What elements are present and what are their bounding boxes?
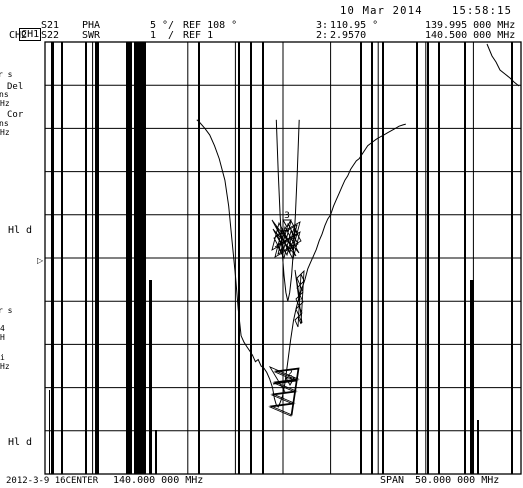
trace-layer: [196, 119, 406, 417]
marker2-label: 2:: [316, 30, 329, 41]
trace-tail: [486, 43, 520, 87]
left-annot-top-5: ns: [0, 119, 9, 128]
trace-burst: [149, 280, 152, 474]
time-display: 15:58:15: [452, 5, 513, 17]
channel2-format: SWR: [82, 30, 101, 41]
trace-burst: [126, 42, 132, 474]
left-annot-mid-0: r s: [0, 306, 13, 315]
channel1-header: CH1: [7, 20, 42, 41]
trace-burst: [371, 42, 373, 474]
footer-stimulus-prefix: 2012-3-9 16CENTER: [6, 476, 99, 486]
channel1-label[interactable]: CH1: [19, 28, 42, 41]
trace-burst: [49, 390, 50, 474]
span-label: SPAN: [380, 475, 405, 486]
trace-line-series-1: [196, 119, 406, 408]
trace-burst: [198, 42, 200, 474]
date-display: 10 Mar 2014: [340, 5, 423, 17]
trace-markers: 32: [282, 211, 295, 387]
left-annot-mid-3: i: [0, 353, 5, 362]
marker-triangle-icon: [285, 377, 295, 387]
trace-burst: [134, 42, 146, 474]
channel1-reference: REF 108 °: [183, 20, 238, 31]
left-annot-top-2: ns: [0, 90, 9, 99]
left-annot-mid-2: H: [0, 333, 5, 342]
channel2-label[interactable]: CH2: [9, 30, 28, 41]
channel2-param: S22: [41, 30, 60, 41]
trace-line-series-2: [275, 119, 300, 302]
trace-burst: [477, 420, 479, 474]
trace-burst: [470, 280, 474, 474]
channel1-param: S21: [41, 20, 60, 31]
left-annot-mid-4: Hz: [0, 362, 10, 371]
hold-label-1: Hl d: [8, 225, 33, 236]
trace-burst: [427, 42, 429, 474]
trace-burst: [360, 42, 362, 474]
marker2-value: 2.9570: [330, 30, 367, 41]
trace-burst: [61, 42, 63, 474]
channel2-scale: 1 /: [150, 30, 175, 41]
trace-burst: [97, 42, 99, 474]
trace-burst: [438, 42, 440, 474]
left-annot-top-1: Del: [7, 82, 24, 92]
marker3-freq: 139.995 000 MHz: [425, 20, 516, 31]
trace-burst: [262, 42, 264, 474]
marker-triangle-icon: [282, 219, 292, 229]
trace-burst: [85, 42, 87, 474]
marker-number: 3: [284, 211, 290, 221]
trace-burst: [250, 42, 252, 474]
trace-burst: [51, 42, 54, 474]
left-annot-top-3: Hz: [0, 99, 10, 108]
trace-burst: [416, 42, 418, 474]
span-frequency: 50.000 000 MHz: [415, 475, 500, 486]
marker3-value: 110.95 °: [330, 20, 379, 31]
trace-burst: [511, 42, 513, 474]
hold-label-2: Hl d: [8, 437, 33, 448]
reference-position-icon: ▷: [37, 256, 44, 265]
left-annot-top-6: Hz: [0, 128, 10, 137]
marker-number: 2: [287, 369, 293, 379]
trace-burst: [238, 42, 240, 474]
channel2-reference: REF 1: [183, 30, 214, 41]
marker3-label: 3:: [316, 20, 329, 31]
marker2-freq: 140.500 000 MHz: [425, 30, 516, 41]
trace-artifacts: [49, 42, 520, 474]
trace-noise-cluster: [268, 366, 300, 417]
left-annot-mid-1: 4: [0, 324, 5, 333]
trace-burst: [95, 42, 97, 474]
trace-noise-cluster: [294, 269, 305, 328]
trace-burst: [464, 42, 466, 474]
trace-burst: [155, 430, 157, 474]
channel1-scale: 5 °/: [150, 20, 175, 31]
left-annot-top-4: Cor: [7, 110, 24, 120]
channel1-format: PHA: [82, 20, 101, 31]
trace-burst: [382, 42, 384, 474]
center-frequency: 140.000 000 MHz: [113, 475, 204, 486]
trace-noise-cluster: [271, 219, 302, 261]
left-annot-top-0: r s: [0, 70, 13, 79]
